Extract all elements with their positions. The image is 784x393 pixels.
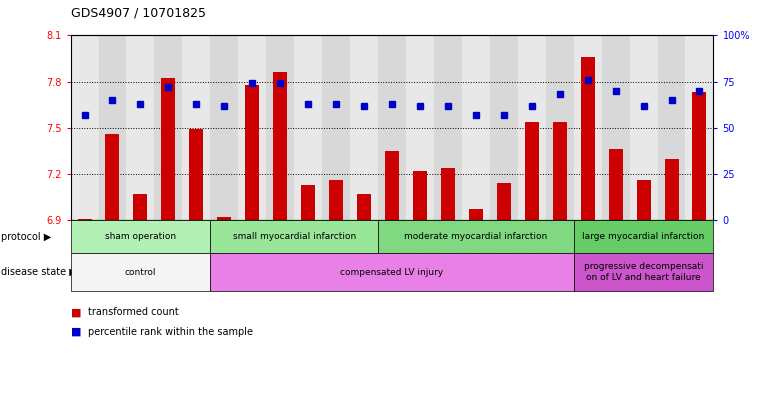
Bar xyxy=(106,134,119,220)
Bar xyxy=(350,35,378,220)
Bar xyxy=(210,35,238,220)
Text: transformed count: transformed count xyxy=(88,307,179,318)
Bar xyxy=(385,151,399,220)
Bar xyxy=(126,35,154,220)
Bar xyxy=(462,35,490,220)
Bar xyxy=(413,171,427,220)
Text: ■: ■ xyxy=(71,327,81,337)
Bar xyxy=(601,35,630,220)
Text: sham operation: sham operation xyxy=(105,232,176,241)
Bar xyxy=(71,35,99,220)
Bar xyxy=(517,35,546,220)
Bar xyxy=(630,35,658,220)
Bar xyxy=(497,183,511,220)
Bar xyxy=(490,35,517,220)
Bar xyxy=(524,121,539,220)
Text: progressive decompensati
on of LV and heart failure: progressive decompensati on of LV and he… xyxy=(584,263,703,282)
Bar xyxy=(406,35,434,220)
Bar xyxy=(183,35,210,220)
Bar xyxy=(434,35,462,220)
Bar xyxy=(581,57,594,220)
Bar xyxy=(238,35,267,220)
Bar xyxy=(665,158,678,220)
Text: small myocardial infarction: small myocardial infarction xyxy=(233,232,356,241)
Bar xyxy=(99,35,126,220)
Text: compensated LV injury: compensated LV injury xyxy=(340,268,444,277)
Bar xyxy=(546,35,574,220)
Text: disease state ▶: disease state ▶ xyxy=(1,267,77,277)
Bar xyxy=(441,168,455,220)
Bar xyxy=(162,79,176,220)
Bar xyxy=(685,35,713,220)
Bar xyxy=(469,209,483,220)
Bar xyxy=(322,35,350,220)
Bar xyxy=(294,35,322,220)
Bar xyxy=(217,217,231,220)
Text: percentile rank within the sample: percentile rank within the sample xyxy=(88,327,252,337)
Text: control: control xyxy=(125,268,156,277)
Bar xyxy=(658,35,685,220)
Text: ■: ■ xyxy=(71,307,81,318)
Bar xyxy=(78,219,92,220)
Text: moderate myocardial infarction: moderate myocardial infarction xyxy=(405,232,547,241)
Text: large myocardial infarction: large myocardial infarction xyxy=(583,232,705,241)
Bar xyxy=(553,121,567,220)
Bar xyxy=(273,72,287,220)
Bar xyxy=(608,149,622,220)
Bar xyxy=(357,194,371,220)
Bar xyxy=(574,35,601,220)
Bar xyxy=(637,180,651,220)
Bar xyxy=(267,35,294,220)
Text: protocol ▶: protocol ▶ xyxy=(1,232,51,242)
Bar xyxy=(245,84,260,220)
Bar xyxy=(154,35,183,220)
Bar xyxy=(190,129,203,220)
Bar xyxy=(329,180,343,220)
Text: GDS4907 / 10701825: GDS4907 / 10701825 xyxy=(71,7,205,20)
Bar xyxy=(692,92,706,220)
Bar xyxy=(378,35,406,220)
Bar xyxy=(301,185,315,220)
Bar xyxy=(133,194,147,220)
